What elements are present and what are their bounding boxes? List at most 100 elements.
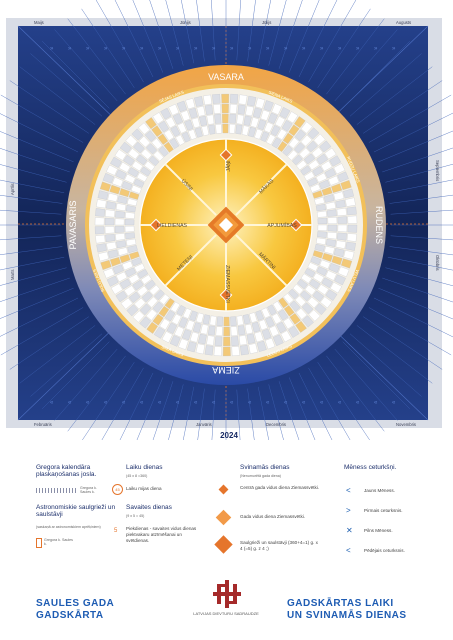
day-cell (270, 125, 281, 137)
day-cell (185, 98, 196, 110)
day-cell (145, 143, 157, 155)
day-cell (214, 113, 222, 124)
day-cell (178, 317, 188, 329)
diamond-small-icon (218, 484, 229, 495)
day-cell (109, 257, 121, 267)
day-cell (159, 293, 170, 305)
day-cell (152, 313, 164, 326)
day-cell (261, 328, 272, 340)
day-cell (164, 298, 175, 309)
ray-line (0, 256, 65, 271)
legend-heading: Mēness ceturkšņi. (344, 464, 397, 471)
ray-line (298, 372, 333, 440)
ray-line (363, 316, 443, 370)
ray-line (378, 130, 453, 163)
day-cell (125, 205, 136, 213)
chevron-icon: » (50, 46, 54, 52)
day-cell (346, 206, 357, 216)
day-cell (176, 305, 186, 316)
day-cell (136, 154, 148, 166)
day-cell (115, 290, 128, 303)
day-cell (317, 284, 329, 296)
ray-line (119, 372, 154, 440)
day-cell (110, 283, 123, 295)
day-cell (216, 316, 223, 327)
center-diamond (207, 206, 245, 244)
day-cell (134, 297, 146, 310)
day-cell (185, 319, 195, 331)
day-cell (191, 117, 201, 129)
chevron-icon: « (176, 400, 180, 406)
month-label: Decembris (266, 422, 286, 427)
ray-line (378, 287, 453, 320)
day-cell (300, 290, 312, 302)
chevron-icon: » (320, 46, 324, 52)
legend-sub: (Nenumurētā gada diena) (240, 474, 281, 478)
ray-line (9, 80, 89, 134)
ray-line (0, 164, 67, 183)
day-cell (279, 107, 291, 119)
day-cell (325, 270, 337, 281)
weekday-badge: 5 (114, 528, 118, 534)
day-cell (160, 107, 172, 120)
day-cell (124, 173, 136, 184)
chevron-icon: « (86, 400, 90, 406)
day-cell (288, 288, 299, 300)
festival-diamond (149, 218, 163, 232)
ray-line (181, 0, 195, 64)
ray-line (54, 348, 118, 421)
month-label: Jūnijs (180, 20, 191, 25)
chevron-icon: » (266, 46, 270, 52)
day-cell (115, 210, 125, 219)
day-cell (327, 231, 337, 240)
ray-line (30, 333, 103, 397)
festival-diamonds (149, 148, 303, 302)
day-cell (288, 325, 300, 338)
ray-line (390, 235, 453, 241)
chevron-icon: » (284, 46, 288, 52)
full-moon-icon: ✕ (346, 526, 353, 535)
day-cell (204, 104, 214, 115)
ray-line (363, 80, 443, 134)
day-cell (244, 323, 254, 335)
day-cell (95, 234, 106, 244)
day-cell (260, 131, 270, 142)
ray-line (196, 0, 205, 62)
ray-line (247, 0, 256, 62)
day-cell (294, 129, 307, 142)
day-cell (125, 267, 137, 278)
day-cell (209, 315, 217, 326)
spoke-line (235, 234, 288, 287)
day-cell (324, 147, 337, 160)
day-cell (140, 166, 152, 177)
day-cell (230, 326, 238, 337)
legend-heading: Gregora kalendāra plaskaņošanas josla. (36, 464, 97, 478)
day-cell (125, 212, 135, 219)
day-cell (340, 180, 352, 191)
day-cell (151, 138, 163, 150)
day-cell (264, 121, 274, 133)
chevron-icon: « (374, 400, 378, 406)
chevron-icon: « (230, 400, 234, 406)
ray-line (165, 0, 184, 66)
day-cell (223, 326, 231, 337)
day-cell (195, 312, 204, 324)
day-cell (106, 201, 117, 210)
day-cell (200, 324, 209, 335)
day-cell (163, 129, 175, 141)
day-cell (308, 159, 320, 171)
day-cell (337, 216, 348, 224)
day-cell (313, 272, 325, 283)
ray-line (168, 384, 184, 440)
ray-line (236, 0, 241, 61)
day-cell (238, 335, 248, 346)
day-cell (267, 304, 277, 316)
day-cell (321, 186, 333, 196)
day-cell (281, 120, 293, 132)
day-cell (288, 137, 300, 149)
legend-item: Pilns Mēness. (364, 528, 393, 533)
ray-line (0, 267, 67, 286)
legend-heading: Laiku dienas (126, 464, 163, 471)
ray-line (211, 389, 216, 440)
day-cell (248, 126, 257, 138)
